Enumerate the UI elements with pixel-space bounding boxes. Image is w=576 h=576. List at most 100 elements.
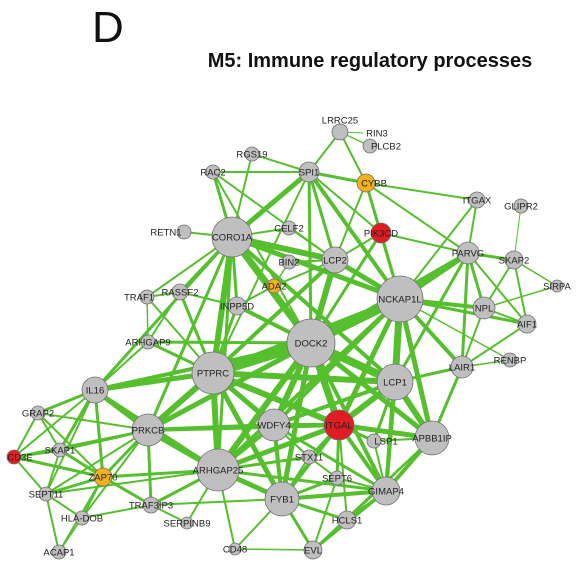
node-PRKCB[interactable]: PRKCB (131, 413, 165, 447)
node-CD3E[interactable]: CD3E (6, 449, 33, 465)
node-circle[interactable] (376, 363, 414, 401)
node-PLCB2[interactable]: PLCB2 (362, 138, 401, 154)
node-EVL[interactable]: EVL (303, 540, 323, 560)
node-circle[interactable] (140, 334, 156, 350)
node-circle[interactable] (227, 296, 247, 316)
node-circle[interactable] (362, 138, 378, 154)
node-circle[interactable] (196, 448, 240, 492)
node-RIN3[interactable]: RIN3 (366, 128, 388, 139)
node-circle[interactable] (139, 289, 155, 305)
node-circle[interactable] (370, 222, 392, 244)
node-circle[interactable] (472, 296, 496, 320)
node-circle[interactable] (298, 161, 320, 183)
node-LAIR1[interactable]: LAIR1 (449, 355, 475, 379)
node-SEPT11[interactable]: SEPT11 (29, 486, 64, 502)
node-circle[interactable] (366, 433, 382, 449)
node-circle[interactable] (371, 476, 401, 506)
node-PTPRC[interactable]: PTPRC (191, 351, 235, 395)
node-circle[interactable] (244, 146, 260, 162)
node-circle[interactable] (142, 496, 160, 514)
node-NCKAP1L[interactable]: NCKAP1L (376, 275, 424, 323)
node-RAC2[interactable]: RAC2 (200, 164, 226, 180)
node-ARHGAP25[interactable]: ARHGAP25 (193, 448, 244, 492)
node-GLIPR2[interactable]: GLIPR2 (504, 198, 538, 214)
node-circle[interactable] (191, 351, 235, 395)
node-SKAP1[interactable]: SKAP1 (45, 442, 76, 458)
node-circle[interactable] (513, 198, 529, 214)
node-RASSF2[interactable]: RASSF2 (162, 283, 199, 301)
node-circle[interactable] (266, 278, 282, 294)
node-PARVG[interactable]: PARVG (452, 241, 484, 265)
node-HLA-DOB[interactable]: HLA-DOB (61, 510, 103, 526)
node-STX11[interactable]: STX11 (295, 449, 323, 465)
node-APBB1IP[interactable]: APBB1IP (412, 420, 452, 456)
node-CYBB[interactable]: CYBB (356, 173, 387, 193)
node-DOCK2[interactable]: DOCK2 (286, 318, 336, 368)
node-circle[interactable] (257, 408, 291, 442)
node-circle[interactable] (52, 442, 68, 458)
node-circle[interactable] (171, 283, 189, 301)
node-circle[interactable] (93, 467, 113, 487)
node-ITGAX[interactable]: ITGAX (463, 191, 492, 209)
node-circle[interactable] (81, 376, 109, 404)
node-circle[interactable] (450, 355, 474, 379)
node-circle[interactable] (456, 241, 480, 265)
node-SERPINB9[interactable]: SERPINB9 (164, 516, 211, 530)
node-circle[interactable] (301, 449, 317, 465)
node-WDFY4[interactable]: WDFY4 (257, 408, 291, 442)
node-circle[interactable] (414, 420, 450, 456)
node-circle[interactable] (176, 224, 192, 240)
node-circle[interactable] (205, 164, 221, 180)
node-CELF2[interactable]: CELF2 (274, 220, 304, 236)
node-IL16[interactable]: IL16 (81, 376, 109, 404)
node-RENBP[interactable]: RENBP (494, 352, 527, 368)
node-LCP2[interactable]: LCP2 (321, 246, 349, 274)
node-circle[interactable] (376, 275, 424, 323)
node-circle[interactable] (502, 352, 518, 368)
node-ACAP1[interactable]: ACAP1 (43, 544, 75, 560)
node-GRAP2[interactable]: GRAP2 (22, 405, 54, 421)
node-circle[interactable] (323, 409, 355, 441)
node-circle[interactable] (356, 173, 376, 193)
node-ZAP70[interactable]: ZAP70 (88, 467, 118, 487)
node-circle[interactable] (321, 246, 349, 274)
node-CD48[interactable]: CD48 (223, 542, 247, 556)
node-circle[interactable] (504, 250, 524, 270)
node-AIF1[interactable]: AIF1 (517, 314, 537, 334)
node-circle[interactable] (6, 449, 22, 465)
node-circle[interactable] (337, 510, 357, 530)
node-circle[interactable] (51, 544, 67, 560)
node-LCP1[interactable]: LCP1 (376, 363, 414, 401)
node-circle[interactable] (74, 510, 90, 526)
node-circle[interactable] (30, 405, 46, 421)
node-TRAF3IP3[interactable]: TRAF3IP3 (129, 496, 173, 514)
node-TRAF1[interactable]: TRAF1 (124, 289, 155, 305)
node-circle[interactable] (468, 191, 486, 209)
node-HCLS1[interactable]: HCLS1 (332, 510, 363, 530)
node-SEPT6[interactable]: SEPT6 (322, 470, 352, 486)
node-circle[interactable] (331, 123, 349, 141)
node-circle[interactable] (180, 516, 194, 530)
node-circle[interactable] (228, 542, 242, 556)
node-circle[interactable] (264, 481, 300, 517)
node-ITGAL[interactable]: ITGAL (323, 409, 355, 441)
node-GIMAP4[interactable]: GIMAP4 (368, 476, 404, 506)
node-SIRPA[interactable]: SIRPA (543, 279, 572, 293)
node-circle[interactable] (281, 220, 297, 236)
node-circle[interactable] (517, 314, 537, 334)
node-circle[interactable] (211, 216, 253, 258)
node-LSP1[interactable]: LSP1 (366, 433, 398, 449)
node-ARHGAP9[interactable]: ARHGAP9 (125, 334, 171, 350)
node-circle[interactable] (329, 470, 345, 486)
node-circle[interactable] (286, 318, 336, 368)
node-CORO1A[interactable]: CORO1A (211, 216, 253, 258)
node-circle[interactable] (550, 279, 564, 293)
node-BIN2[interactable]: BIN2 (278, 254, 300, 270)
node-NPL[interactable]: NPL (472, 296, 496, 320)
node-circle[interactable] (303, 540, 323, 560)
node-LRRC25[interactable]: LRRC25 (322, 115, 358, 141)
node-RETN1[interactable]: RETN1 (150, 224, 192, 240)
node-RGS19[interactable]: RGS19 (236, 146, 268, 162)
node-PIK3CD[interactable]: PIK3CD (364, 222, 398, 244)
node-ADA2[interactable]: ADA2 (262, 278, 287, 294)
